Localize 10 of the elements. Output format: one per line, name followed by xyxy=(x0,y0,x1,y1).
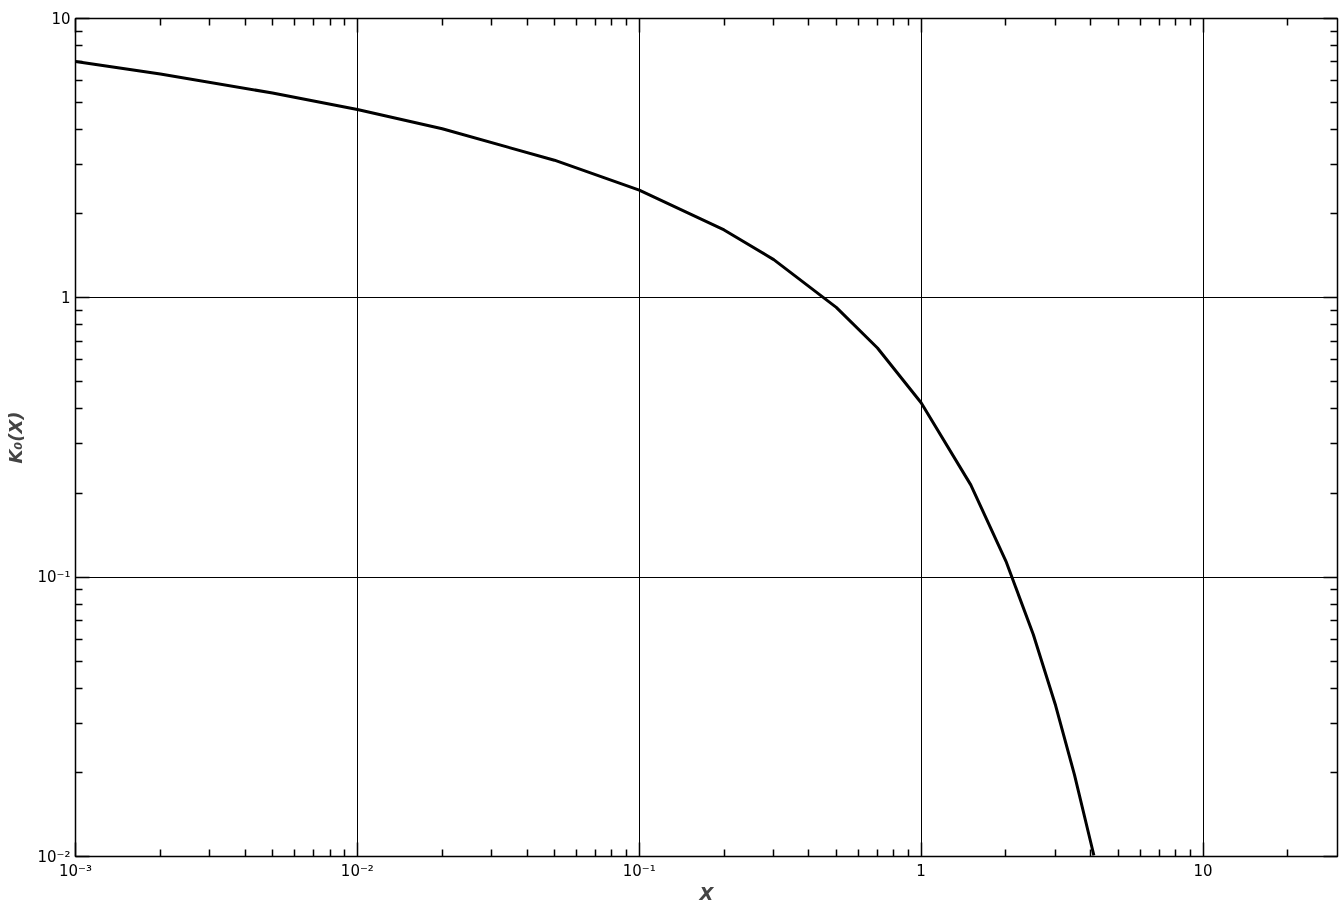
y-tick-label: 1 xyxy=(60,288,71,307)
x-tick-label: 10⁻² xyxy=(340,861,374,880)
x-tick-label: 10 xyxy=(1193,861,1213,880)
y-tick-label: 10 xyxy=(51,9,71,28)
x-tick-label: 10⁻¹ xyxy=(622,861,656,880)
y-tick-label: 10⁻¹ xyxy=(37,568,71,587)
y-axis-title: K₀(X) xyxy=(5,411,27,464)
x-tick-label: 10⁻³ xyxy=(58,861,93,880)
x-axis-title: X xyxy=(698,882,715,904)
x-tick-label: 1 xyxy=(916,861,926,880)
